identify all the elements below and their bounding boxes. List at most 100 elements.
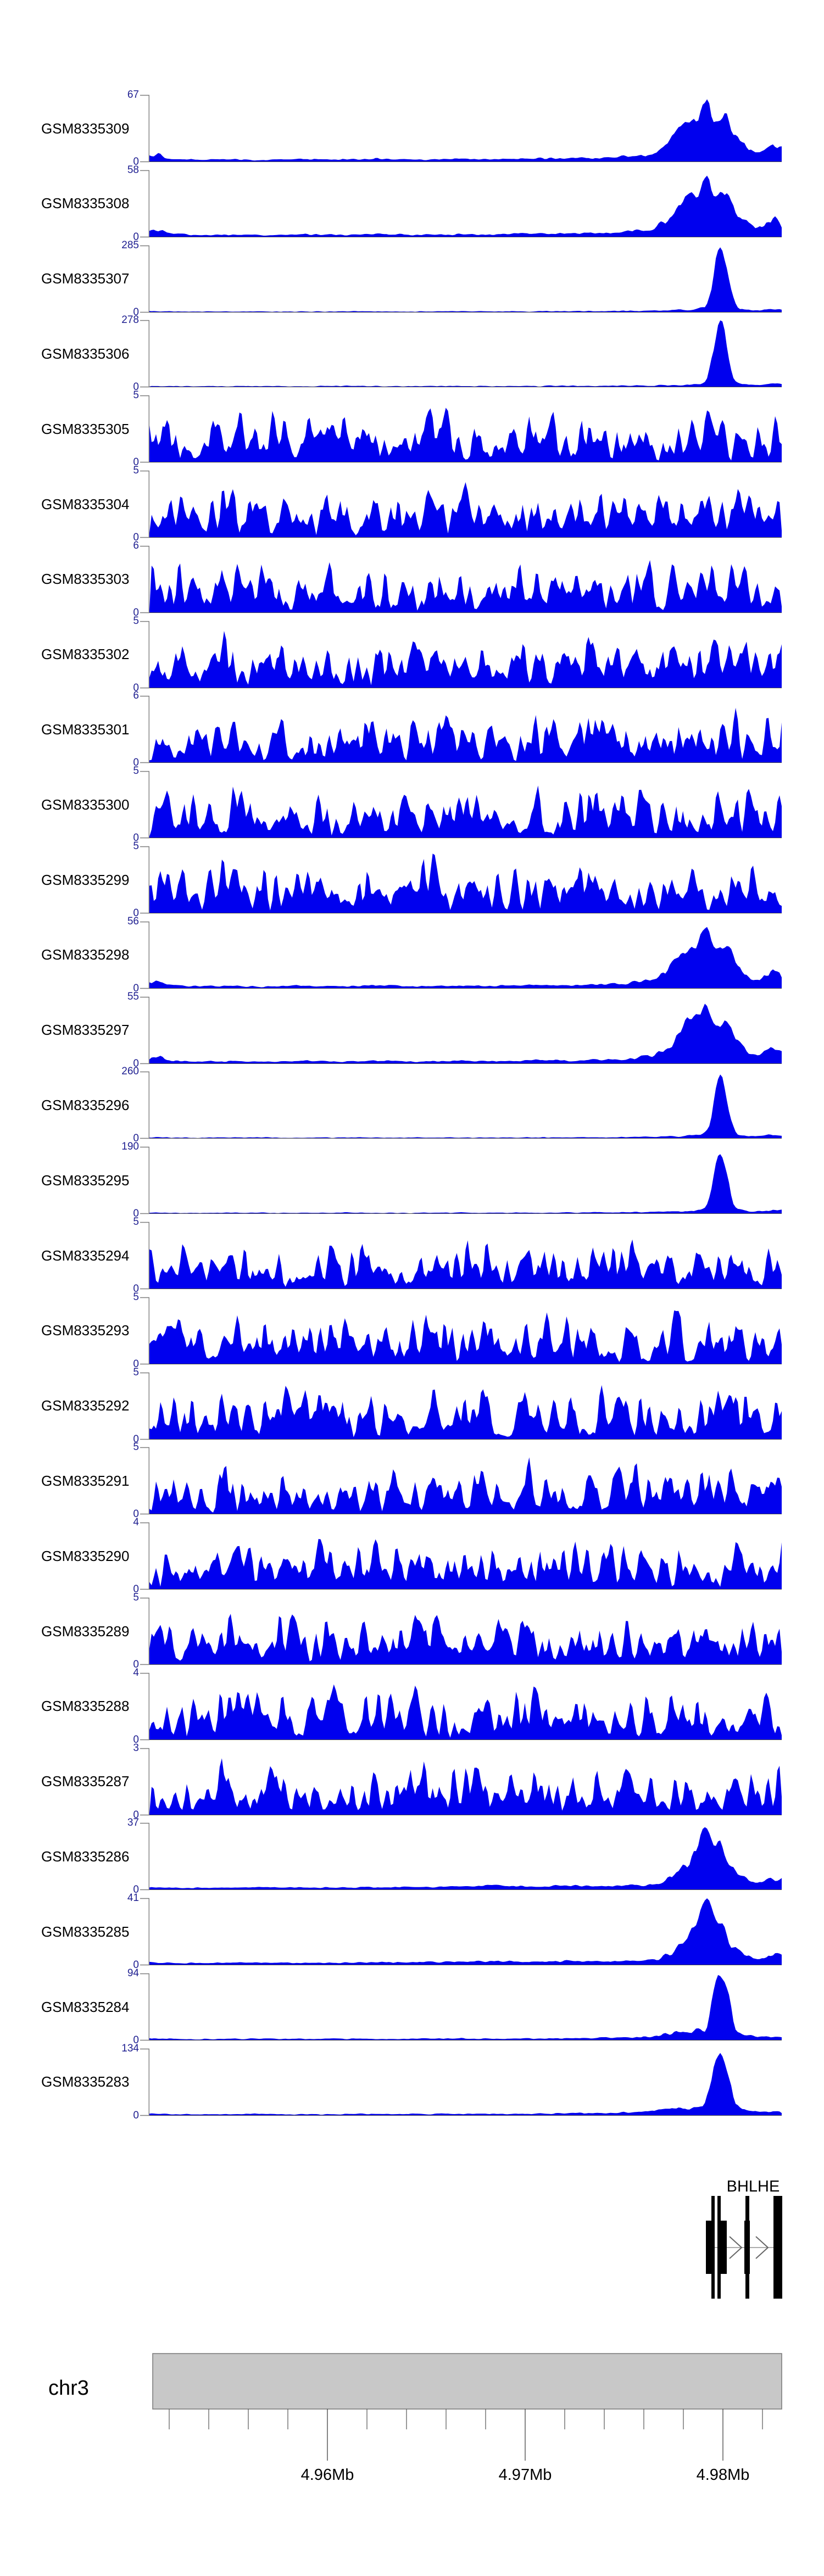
track-signal-area <box>149 320 782 388</box>
track-yzero-label: 0 <box>133 1659 139 1670</box>
track-y-axis <box>140 921 149 989</box>
track-ymax-label: 5 <box>133 765 139 777</box>
axis-glyphs: 4.96Mb 4.97Mb 4.98Mb <box>152 2353 782 2484</box>
track-ymax-label: 5 <box>133 1366 139 1378</box>
track-yzero-label: 0 <box>133 381 139 393</box>
track-label: GSM8335298 <box>41 946 130 963</box>
track-y-axis <box>140 470 149 538</box>
chromosome-name-label: chr3 <box>48 2377 89 2400</box>
track-y-axis <box>140 1072 149 1139</box>
track-yzero-label: 0 <box>133 757 139 769</box>
track-y-axis <box>140 1672 149 1740</box>
track-y-axis <box>140 1297 149 1364</box>
track-signal-area <box>149 1758 782 1815</box>
track-signal-area <box>149 1154 782 1214</box>
track-GSM8335309: GSM8335309 67 0 <box>0 90 824 168</box>
track-label: GSM8335294 <box>41 1247 130 1264</box>
track-label: GSM8335306 <box>41 345 130 362</box>
track-y-axis <box>140 1748 149 1815</box>
track-ymax-label: 41 <box>127 1892 139 1904</box>
track-yzero-label: 0 <box>133 1208 139 1220</box>
track-ymax-label: 5 <box>133 389 139 402</box>
track-label: GSM8335291 <box>41 1472 130 1489</box>
chromosome-axis: chr3 4.96Mb 4.97Mb 4.98Mb <box>48 2353 782 2484</box>
track-label: GSM8335285 <box>41 1923 130 1940</box>
track-ymax-label: 94 <box>127 1967 139 1979</box>
track-y-axis <box>140 1597 149 1665</box>
track-yzero-label: 0 <box>133 1583 139 1596</box>
track-label: GSM8335293 <box>41 1322 130 1339</box>
track-signal-area <box>149 707 782 763</box>
track-label: GSM8335283 <box>41 2073 130 2090</box>
track-label: GSM8335305 <box>41 420 130 437</box>
track-GSM8335285: GSM8335285 41 0 <box>0 1893 824 1971</box>
track-y-axis <box>140 2048 149 2116</box>
track-GSM8335286: GSM8335286 37 0 <box>0 1817 824 1895</box>
track-signal-area <box>149 854 782 913</box>
track-yzero-label: 0 <box>133 1733 139 1746</box>
track-signal-area <box>149 1074 782 1139</box>
track-y-axis <box>140 1898 149 1966</box>
track-y-axis <box>140 1146 149 1214</box>
track-yzero-label: 0 <box>133 1959 139 1971</box>
track-y-axis <box>140 846 149 914</box>
exon-box <box>719 2221 727 2274</box>
track-signal-area <box>149 1385 782 1440</box>
track-signal-area <box>149 1614 782 1665</box>
track-label: GSM8335296 <box>41 1096 130 1113</box>
track-yzero-label: 0 <box>133 456 139 469</box>
track-GSM8335304: GSM8335304 5 0 <box>0 465 824 543</box>
track-ymax-label: 4 <box>133 1666 139 1679</box>
exon-box <box>745 2196 749 2299</box>
track-y-axis <box>140 395 149 463</box>
track-label: GSM8335286 <box>41 1848 130 1865</box>
track-GSM8335303: GSM8335303 6 0 <box>0 540 824 618</box>
track-signal-area <box>149 1310 782 1364</box>
track-signal-area <box>149 1457 782 1515</box>
track-signal-area <box>149 927 782 989</box>
track-yzero-label: 0 <box>133 1283 139 1295</box>
track-y-axis <box>140 545 149 613</box>
track-yzero-label: 0 <box>133 306 139 318</box>
track-yzero-label: 0 <box>133 982 139 994</box>
track-signal-area <box>149 408 782 463</box>
track-label: GSM8335290 <box>41 1547 130 1564</box>
track-label: GSM8335309 <box>41 120 130 137</box>
track-label: GSM8335300 <box>41 796 130 813</box>
chromosome-range-bar <box>152 2353 782 2410</box>
track-signal-area <box>149 2053 782 2116</box>
track-ymax-label: 260 <box>121 1066 139 1078</box>
track-label: GSM8335302 <box>41 646 130 663</box>
track-label: GSM8335287 <box>41 1773 130 1790</box>
track-signal-area <box>149 1239 782 1289</box>
track-y-axis <box>140 1222 149 1290</box>
track-label: GSM8335308 <box>41 195 130 212</box>
track-y-axis <box>140 94 149 163</box>
track-GSM8335307: GSM8335307 285 0 <box>0 239 824 317</box>
gene-annotation-track: BHLHE <box>706 2178 782 2299</box>
track-ymax-label: 5 <box>133 840 139 852</box>
track-label: GSM8335299 <box>41 871 130 888</box>
track-label: GSM8335288 <box>41 1698 130 1715</box>
track-ymax-label: 6 <box>133 539 139 551</box>
track-yzero-label: 0 <box>133 2109 139 2121</box>
track-GSM8335292: GSM8335292 5 0 <box>0 1367 824 1445</box>
exon-box <box>773 2196 782 2299</box>
track-ymax-label: 67 <box>127 89 139 101</box>
track-ymax-label: 134 <box>121 2042 139 2054</box>
track-ymax-label: 278 <box>121 314 139 326</box>
track-GSM8335298: GSM8335298 56 0 <box>0 916 824 994</box>
track-GSM8335294: GSM8335294 5 0 <box>0 1217 824 1295</box>
track-label: GSM8335297 <box>41 1022 130 1039</box>
track-yzero-label: 0 <box>133 1508 139 1520</box>
track-label: GSM8335289 <box>41 1622 130 1640</box>
track-ymax-label: 5 <box>133 1441 139 1453</box>
track-y-axis <box>140 320 149 388</box>
track-GSM8335295: GSM8335295 190 0 <box>0 1141 824 1219</box>
track-signal-area <box>149 99 782 162</box>
track-label: GSM8335295 <box>41 1172 130 1189</box>
track-GSM8335296: GSM8335296 260 0 <box>0 1066 824 1144</box>
track-GSM8335308: GSM8335308 58 0 <box>0 164 824 242</box>
strand-arrow-icon <box>755 2236 769 2259</box>
track-yzero-label: 0 <box>133 1358 139 1370</box>
